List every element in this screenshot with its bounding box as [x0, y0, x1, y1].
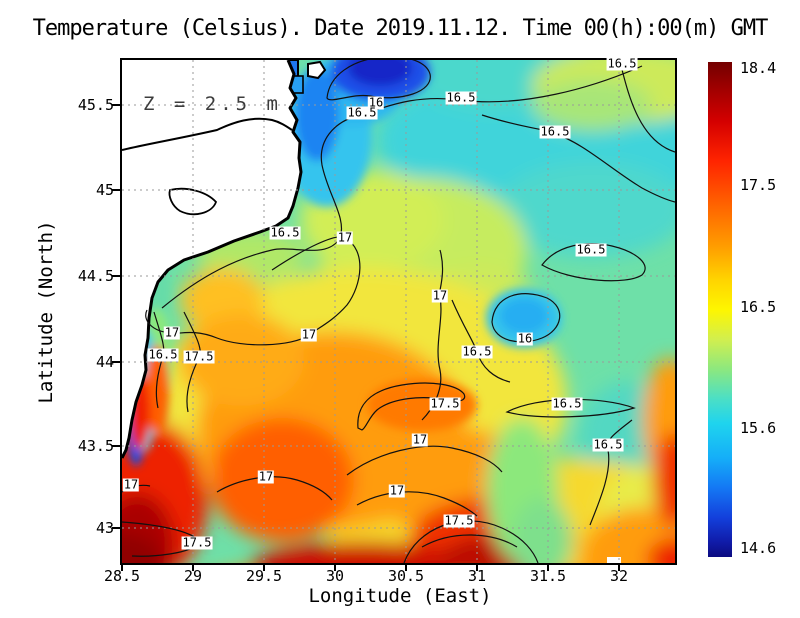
plot-title: Temperature (Celsius). Date 2019.11.12. …	[32, 16, 769, 41]
y-axis-label: Latitude (North)	[35, 220, 57, 404]
contour-label: 16.5	[147, 347, 179, 362]
contour-label: 16	[367, 95, 385, 110]
y-tick-mark	[112, 445, 120, 447]
contour-label: 17	[431, 288, 449, 303]
y-tick-label: 43	[95, 519, 114, 537]
contour-label: 17	[388, 483, 406, 498]
y-tick-mark	[112, 189, 120, 191]
contour-label: 17.5	[429, 396, 461, 411]
y-tick-mark	[112, 527, 120, 529]
contour-label: 16.5	[539, 124, 571, 139]
y-tick-mark	[112, 275, 120, 277]
y-tick-label: 44.5	[77, 267, 114, 285]
contour-label: 17	[257, 469, 275, 484]
x-tick-mark	[334, 563, 336, 571]
contour-label: 17	[163, 325, 181, 340]
x-axis-label: Longitude (East)	[308, 585, 492, 607]
river-line	[122, 117, 293, 151]
x-tick-mark	[121, 563, 123, 571]
x-tick-label: 30	[325, 567, 345, 585]
x-tick-label: 31.5	[529, 567, 567, 585]
x-tick-label: 31	[467, 567, 487, 585]
graticule	[122, 60, 675, 563]
contour-label: 17.5	[181, 535, 213, 550]
contour-label: 16.5	[551, 396, 583, 411]
contour-label: 17	[122, 477, 140, 492]
contour-label: 16.5	[606, 56, 638, 71]
x-tick-mark	[263, 563, 265, 571]
contour-label: 16.5	[445, 90, 477, 105]
temperature-field-svg	[122, 60, 675, 563]
colorbar-tick-label: 14.6	[740, 539, 777, 557]
x-tick-mark	[476, 563, 478, 571]
y-tick-label: 45	[95, 181, 114, 199]
contour-label: 17.5	[183, 349, 215, 364]
sea-temperature-field	[122, 60, 675, 563]
colorbar-tick-label: 15.6	[740, 419, 777, 437]
contour-label: 16.5	[269, 225, 301, 240]
y-tick-label: 43.5	[77, 437, 114, 455]
x-tick-label: 29	[183, 567, 203, 585]
colorbar-tick-label: 16.5	[740, 298, 777, 316]
y-tick-mark	[112, 104, 120, 106]
contour-label: 17	[300, 327, 318, 342]
x-tick-mark	[405, 563, 407, 571]
island	[307, 60, 327, 80]
small-island-gap	[607, 557, 621, 563]
lagoon-outline	[168, 187, 218, 216]
x-tick-label: 29.5	[245, 567, 283, 585]
x-tick-label: 32	[609, 567, 629, 585]
contour-label: 16.5	[461, 344, 493, 359]
map-plot-area	[120, 58, 677, 565]
y-tick-label: 44	[95, 353, 114, 371]
colorbar-tick-label: 17.5	[740, 176, 777, 194]
colorbar-tick-label: 18.4	[740, 59, 777, 77]
colorbar	[708, 62, 732, 557]
contour-label: 17.5	[443, 513, 475, 528]
land-mask	[122, 60, 301, 458]
contour-label: 16.5	[592, 437, 624, 452]
depth-annotation: Z = 2.5 m	[143, 93, 282, 115]
contour-label: 17	[411, 432, 429, 447]
x-tick-label: 30.5	[387, 567, 425, 585]
x-tick-mark	[547, 563, 549, 571]
x-tick-label: 28.5	[103, 567, 141, 585]
coastline	[122, 60, 303, 459]
y-tick-mark	[112, 361, 120, 363]
x-tick-mark	[192, 563, 194, 571]
y-tick-label: 45.5	[77, 96, 114, 114]
contour-label: 16	[516, 331, 534, 346]
x-tick-mark	[618, 563, 620, 571]
contour-label: 16.5	[575, 242, 607, 257]
contour-label: 16.5	[346, 105, 378, 120]
contour-label: 17	[336, 230, 354, 245]
